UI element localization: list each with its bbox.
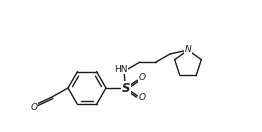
Text: S: S bbox=[122, 81, 130, 95]
Text: O: O bbox=[138, 74, 146, 82]
Text: O: O bbox=[138, 93, 146, 103]
Text: O: O bbox=[30, 103, 37, 112]
Text: HN: HN bbox=[114, 65, 128, 74]
Text: N: N bbox=[185, 46, 191, 55]
